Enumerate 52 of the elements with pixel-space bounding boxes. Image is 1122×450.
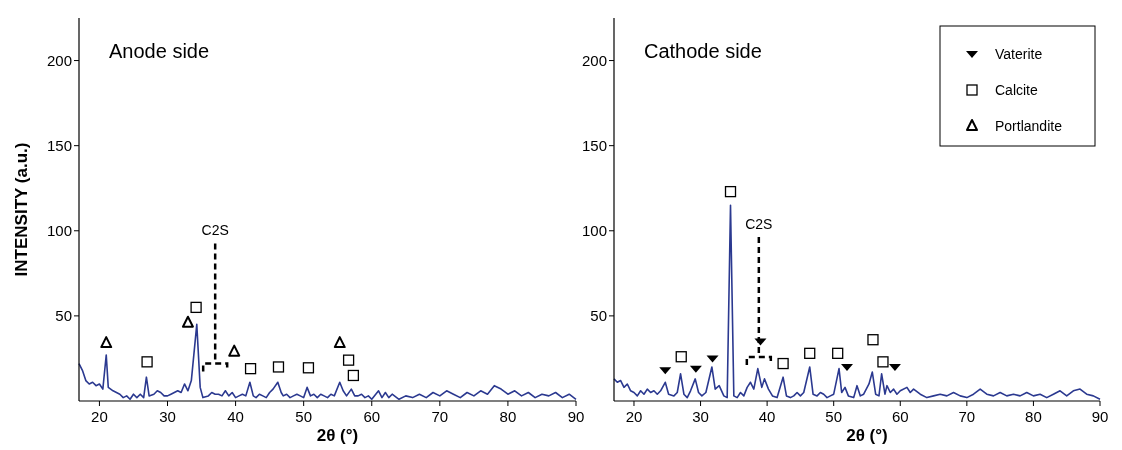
y-tick-label: 50 xyxy=(55,307,72,325)
x-tick-label: 50 xyxy=(295,408,313,425)
point xyxy=(867,334,879,346)
point xyxy=(347,369,360,382)
point xyxy=(832,347,844,359)
point xyxy=(228,344,241,357)
x-tick-label: 90 xyxy=(1091,408,1109,425)
point xyxy=(877,356,889,368)
point xyxy=(342,354,355,366)
y-tick-label: 100 xyxy=(46,222,72,240)
annotation: Cathode side xyxy=(644,40,762,62)
annotation: Anode side xyxy=(109,40,210,62)
x-tick-label: 30 xyxy=(692,408,709,425)
x-tick-label: 20 xyxy=(91,408,108,425)
y-tick-label: 150 xyxy=(581,136,607,154)
legend-label: Calcite xyxy=(995,81,1039,98)
y-tick-label: 50 xyxy=(590,307,607,325)
y-axis-title: INTENSITY (a.u.) xyxy=(12,142,31,277)
x-tick-label: 80 xyxy=(1025,408,1042,425)
x-tick-label: 80 xyxy=(499,408,517,425)
point xyxy=(724,185,737,198)
point xyxy=(244,363,257,375)
x-tick-label: 70 xyxy=(958,408,976,425)
y-tick-label: 200 xyxy=(581,51,607,69)
x-tick-label: 50 xyxy=(825,408,843,425)
point xyxy=(675,351,687,363)
point xyxy=(181,315,194,328)
point xyxy=(272,361,285,373)
x-tick-label: 30 xyxy=(159,408,176,425)
x-tick-label: 40 xyxy=(227,408,244,425)
legend-label: Portlandite xyxy=(995,117,1063,134)
x-tick-label: 60 xyxy=(363,408,381,425)
point xyxy=(100,336,113,349)
y-tick-label: 200 xyxy=(46,51,72,69)
point xyxy=(190,301,202,314)
y-tick-label: 150 xyxy=(46,136,72,154)
y-tick-label: 100 xyxy=(581,222,607,240)
x-tick-label: 70 xyxy=(431,408,449,425)
point xyxy=(302,362,315,374)
point xyxy=(804,347,816,359)
point xyxy=(777,357,789,370)
legend-label: Vaterite xyxy=(995,45,1043,62)
x-tick-label: 40 xyxy=(758,408,776,425)
x-tick-label: 60 xyxy=(891,408,909,425)
annotation: C2S xyxy=(201,222,229,239)
x-axis-title: 2θ (°) xyxy=(846,426,888,445)
x-axis-title: 2θ (°) xyxy=(316,426,359,445)
x-tick-label: 90 xyxy=(567,408,585,425)
point xyxy=(141,356,153,368)
point xyxy=(333,336,346,349)
annotation: C2S xyxy=(745,215,773,232)
x-tick-label: 20 xyxy=(625,408,643,425)
